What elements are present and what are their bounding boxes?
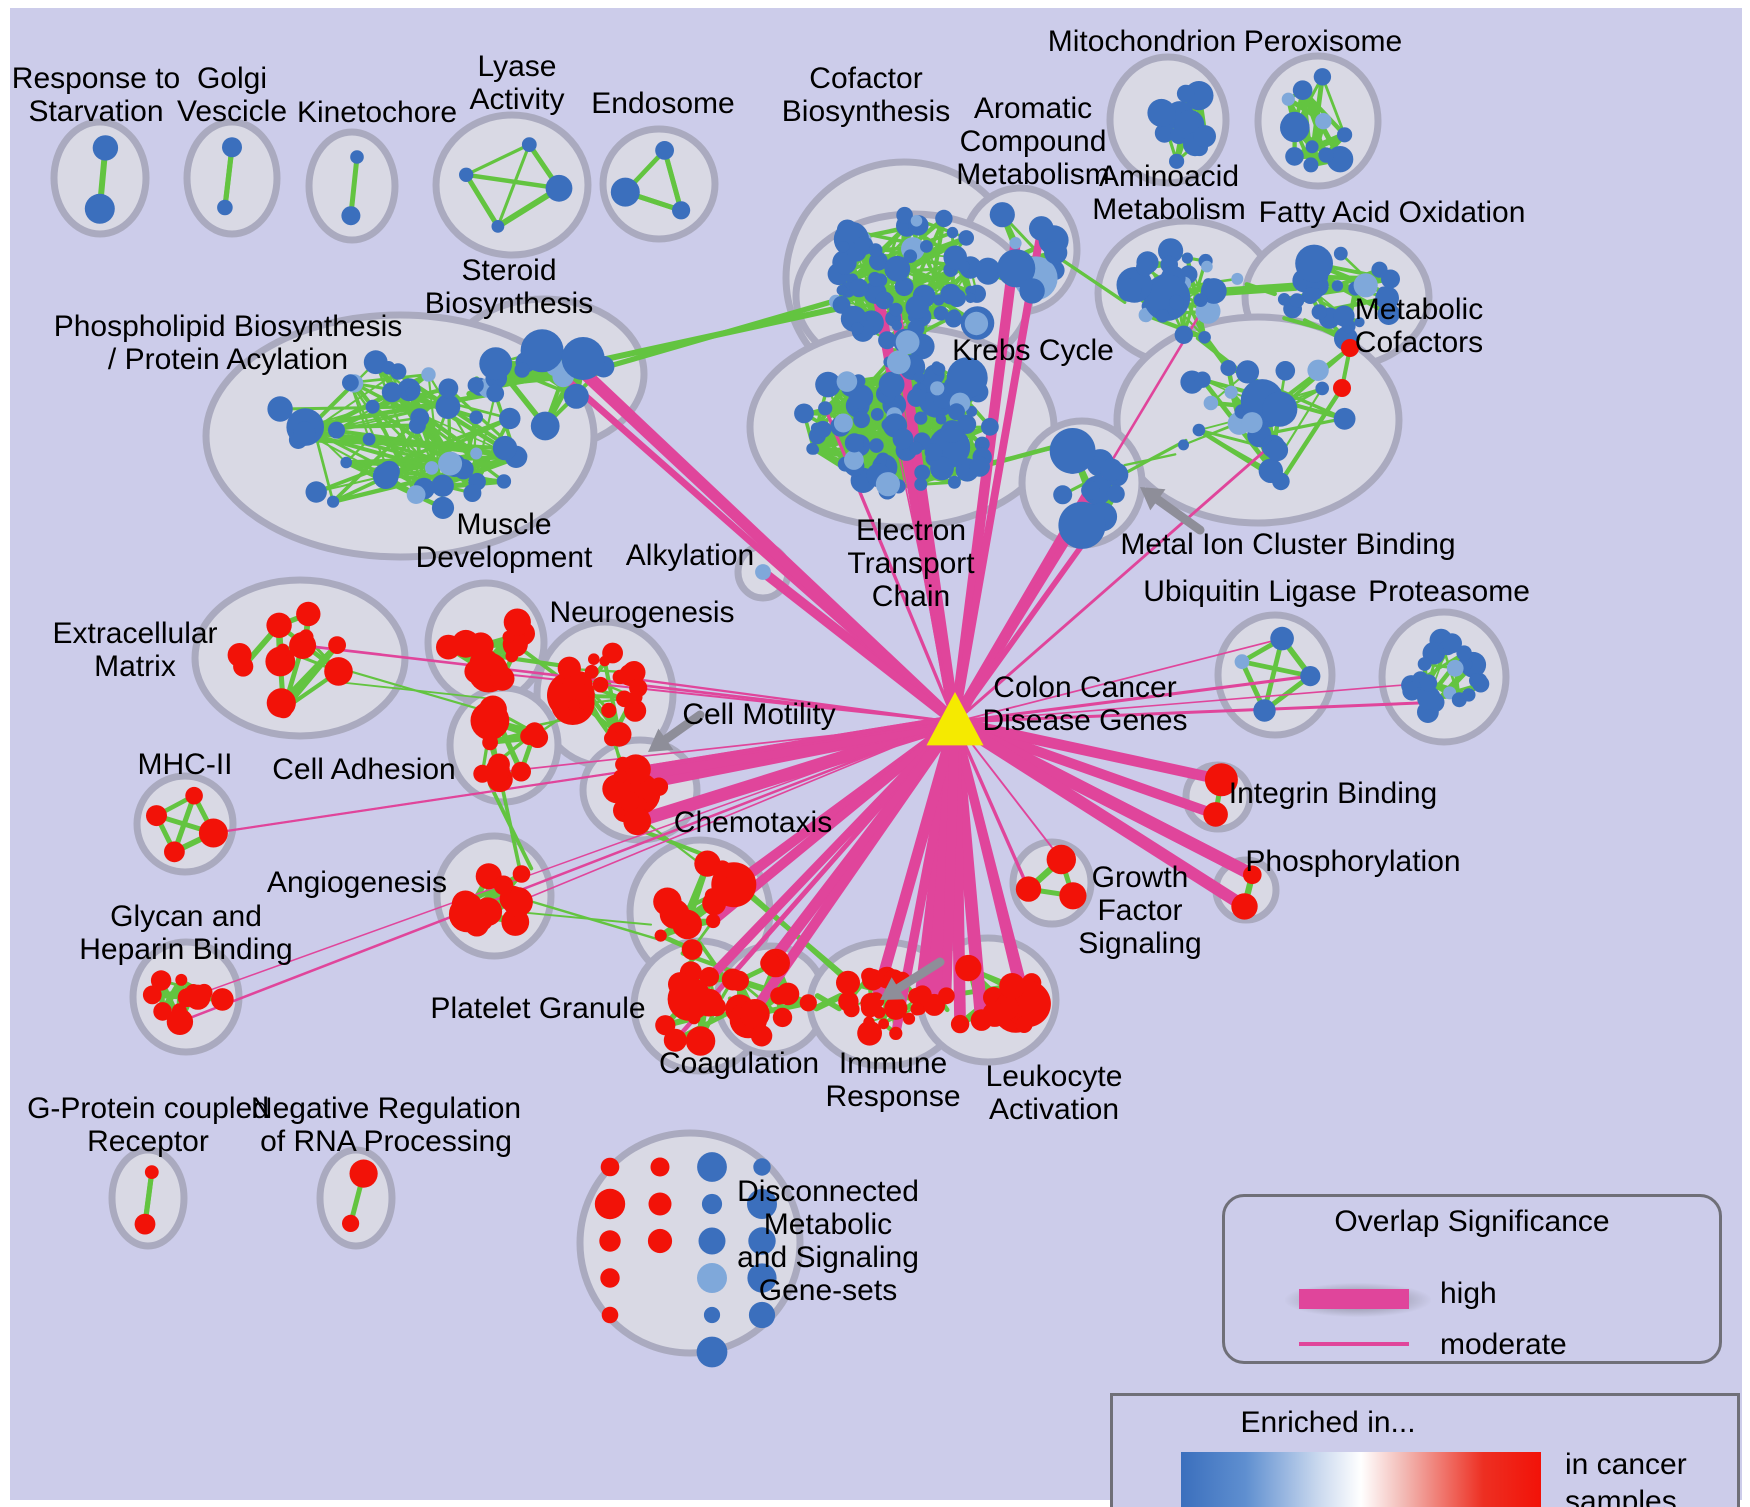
enrichment-colorbar: [1181, 1452, 1541, 1507]
cluster-label-mhc-ii: MHC-II: [137, 748, 233, 781]
cluster-label-phosphorylation: Phosphorylation: [1245, 845, 1461, 878]
cluster-label-cofactor-biosynthesis: Cofactor Biosynthesis: [781, 62, 951, 128]
cluster-label-response-to-starvation: Response to Starvation: [11, 62, 181, 128]
cluster-label-glycan-and-heparin-binding: Glycan and Heparin Binding: [79, 900, 293, 966]
enrichment-legend-title: Enriched in...: [1240, 1406, 1416, 1439]
high-label: high: [1440, 1277, 1497, 1310]
cluster-label-phospholipid-biosynthesis-protein-acylation: Phospholipid Biosynthesis / Protein Acyl…: [53, 310, 403, 376]
cluster-label-coagulation: Coagulation: [658, 1047, 820, 1080]
cluster-label-electron-transport-chain: Electron Transport Chain: [847, 514, 975, 613]
moderate-edge-swatch: [1299, 1342, 1409, 1346]
cluster-label-proteasome: Proteasome: [1368, 575, 1530, 608]
cluster-label-metal-ion-cluster-binding: Metal Ion Cluster Binding: [1120, 528, 1456, 561]
cluster-label-krebs-cycle: Krebs Cycle: [952, 334, 1114, 367]
cluster-label-endosome: Endosome: [591, 87, 735, 120]
cluster-label-fatty-acid-oxidation: Fatty Acid Oxidation: [1258, 196, 1526, 229]
cluster-label-cell-motility: Cell Motility: [682, 698, 836, 731]
significance-edges: [179, 227, 1435, 1042]
cluster-label-immune-response: Immune Response: [825, 1047, 961, 1113]
cluster-label-cell-adhesion: Cell Adhesion: [272, 753, 456, 786]
cluster-label-kinetochore: Kinetochore: [296, 96, 458, 129]
moderate-label: moderate: [1440, 1328, 1567, 1361]
hub-label: Colon Cancer Disease Genes: [982, 671, 1188, 737]
cluster-label-steroid-biosynthesis: Steroid Biosynthesis: [424, 254, 594, 320]
overlap-legend-title: Overlap Significance: [1334, 1205, 1610, 1238]
cluster-label-extracellular-matrix: Extracellular Matrix: [52, 617, 218, 683]
overlap-significance-legend: Overlap Significance high moderate: [1222, 1194, 1722, 1364]
cluster-label-peroxisome: Peroxisome: [1243, 25, 1403, 58]
enrichment-legend: Enriched in... Down Up in cancer samples…: [1110, 1393, 1740, 1507]
enrichment-side-text: in cancer samples vs. controls: [1565, 1448, 1687, 1507]
cluster-label-disconnected-metabolic-and-signaling-gene-sets: Disconnected Metabolic and Signaling Gen…: [737, 1175, 919, 1307]
cluster-label-metabolic-cofactors: Metabolic Cofactors: [1354, 293, 1484, 359]
cluster-label-platelet-granule: Platelet Granule: [430, 992, 646, 1025]
cluster-label-chemotaxis: Chemotaxis: [673, 806, 833, 839]
cluster-label-aminoacid-metabolism: Aminoacid Metabolism: [1092, 160, 1246, 226]
annotation-arrows: [648, 487, 1205, 1000]
hub-node: [926, 692, 984, 746]
cluster-label-alkylation: Alkylation: [625, 539, 755, 572]
cluster-label-mitochondrion: Mitochondrion: [1047, 25, 1237, 58]
high-edge-swatch: [1299, 1289, 1409, 1309]
cluster-label-growth-factor-signaling: Growth Factor Signaling: [1078, 861, 1202, 960]
cluster-label-integrin-binding: Integrin Binding: [1228, 777, 1438, 810]
gene-set-nodes: [84, 68, 1490, 1368]
cluster-label-negative-regulation-of-rna-processing: Negative Regulation of RNA Processing: [250, 1092, 522, 1158]
cluster-label-muscle-development: Muscle Development: [415, 508, 593, 574]
cluster-label-angiogenesis: Angiogenesis: [266, 866, 448, 899]
cluster-label-leukocyte-activation: Leukocyte Activation: [985, 1060, 1123, 1126]
cluster-label-golgi-vescicle: Golgi Vescicle: [176, 62, 288, 128]
cluster-label-neurogenesis: Neurogenesis: [549, 596, 735, 629]
cluster-label-ubiquitin-ligase: Ubiquitin Ligase: [1143, 575, 1357, 608]
cluster-label-lyase-activity: Lyase Activity: [469, 50, 565, 116]
cluster-label-g-protein-coupled-receptor: G-Protein coupled Receptor: [27, 1092, 269, 1158]
cluster-label-aromatic-compound-metabolism: Aromatic Compound Metabolism: [956, 92, 1110, 191]
